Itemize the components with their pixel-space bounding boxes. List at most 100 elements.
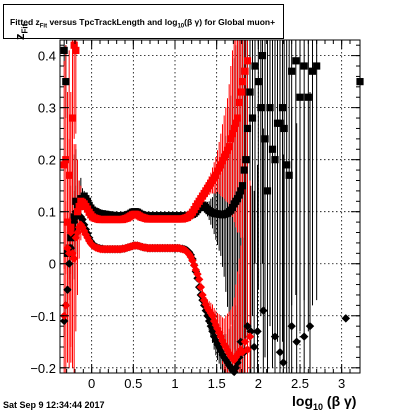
- y-axis-label: zFit: [12, 24, 30, 40]
- y-tick-label: 0.4: [38, 49, 56, 64]
- data-point-diamond: [249, 342, 259, 352]
- data-point-square: [285, 171, 293, 179]
- data-point-square: [235, 98, 243, 107]
- data-point-square: [73, 208, 82, 216]
- data-point-diamond: [208, 311, 217, 320]
- data-point-square: [276, 119, 284, 127]
- axis-ticks: [60, 40, 360, 373]
- data-point-square: [242, 156, 250, 164]
- data-point-diamond: [73, 228, 82, 237]
- x-label-tail: (β γ): [323, 393, 357, 409]
- data-point-square: [62, 78, 70, 86]
- data-point-diamond: [305, 321, 315, 331]
- data-point-diamond: [76, 212, 86, 222]
- data-point-diamond: [78, 215, 87, 224]
- data-point-square: [218, 157, 227, 165]
- chart-title: Fitted zFit versus TpcTrackLength and lo…: [10, 17, 275, 30]
- data-point-diamond: [208, 327, 217, 336]
- data-point-diamond: [279, 358, 288, 367]
- title-subscript-10: 10: [177, 23, 185, 30]
- data-point-square: [60, 161, 68, 169]
- data-point-square: [300, 62, 308, 70]
- data-point-square: [222, 150, 230, 159]
- data-point-diamond: [203, 303, 212, 313]
- data-point-square: [243, 57, 252, 65]
- plot-frame: [59, 39, 361, 374]
- data-point-square: [233, 195, 242, 203]
- y-tick-label: −0.2: [30, 361, 56, 376]
- data-point-square: [237, 88, 245, 96]
- title-box: Fitted zFit versus TpcTrackLength and lo…: [3, 4, 284, 39]
- title-prefix: Fitted z: [10, 17, 40, 27]
- data-point-square: [238, 182, 247, 190]
- x-tick-label: 0.5: [124, 376, 142, 391]
- title-suffix: (β γ) for Global muon+: [184, 17, 276, 27]
- data-point-square: [248, 114, 257, 122]
- data-point-diamond: [79, 226, 89, 236]
- data-point-diamond: [238, 347, 247, 357]
- data-point-diamond: [245, 332, 255, 341]
- y-label-main: z: [12, 33, 27, 41]
- data-point-square: [292, 57, 300, 65]
- data-point-square: [263, 187, 272, 195]
- x-label-main: log: [292, 393, 313, 409]
- data-point-diamond: [76, 220, 86, 229]
- data-point-square: [296, 93, 304, 101]
- data-point-diamond: [213, 324, 222, 333]
- data-point-diamond: [275, 347, 285, 357]
- data-point-diamond: [69, 254, 79, 263]
- data-point-square: [283, 161, 291, 169]
- data-point-diamond: [69, 217, 79, 227]
- tick-labels: 0 0.5 1 1.5 2 2.5 3 −0.2 −0.1 0 0.1 0.2 0.3 0.4: [30, 49, 345, 391]
- x-tick-label: 2: [255, 376, 262, 391]
- data-point-square: [288, 67, 296, 75]
- data-point-diamond: [78, 223, 87, 232]
- data-point-diamond: [64, 259, 74, 268]
- data-point-diamond: [63, 285, 72, 294]
- data-point-diamond: [61, 301, 71, 310]
- data-point-square: [240, 166, 248, 174]
- error-bars: [63, 40, 318, 373]
- data-point-square: [63, 218, 72, 226]
- data-point-square: [261, 135, 269, 143]
- data-point-square: [67, 223, 75, 231]
- data-point-square: [217, 161, 225, 169]
- data-point-square: [60, 46, 68, 55]
- data-point-diamond: [203, 311, 212, 320]
- data-point-diamond: [223, 358, 232, 367]
- data-point-diamond: [233, 350, 242, 359]
- data-point-square: [230, 124, 238, 133]
- data-point-diamond: [253, 327, 262, 336]
- data-point-square: [65, 171, 73, 179]
- data-point-diamond: [83, 233, 92, 242]
- data-point-square: [75, 202, 83, 211]
- data-point-square: [228, 130, 237, 138]
- data-point-diamond: [196, 282, 206, 292]
- data-point-square: [246, 88, 254, 96]
- data-point-diamond: [71, 233, 81, 242]
- data-point-square: [304, 93, 312, 101]
- data-point-diamond: [63, 243, 72, 253]
- data-point-diamond: [287, 321, 296, 331]
- data-point-diamond: [341, 314, 351, 323]
- data-point-square: [72, 46, 80, 55]
- data-point-diamond: [66, 228, 76, 237]
- data-point-square: [278, 104, 287, 112]
- data-point-square: [223, 146, 232, 154]
- x-label-sub: 10: [313, 401, 324, 412]
- data-point-square: [271, 156, 279, 164]
- x-tick-label: 0: [88, 376, 95, 391]
- data-point-square: [228, 203, 237, 212]
- y-label-sub: Fit: [20, 23, 30, 34]
- data-point-square: [257, 104, 265, 112]
- data-point-diamond: [198, 290, 207, 300]
- title-subscript-fit: Fit: [39, 23, 48, 30]
- data-point-diamond: [246, 327, 256, 336]
- data-point-square: [313, 62, 321, 70]
- data-point-square: [243, 124, 252, 133]
- x-axis-label: log10 (β γ): [292, 393, 356, 412]
- data-markers: [59, 41, 364, 377]
- data-point-square: [258, 52, 267, 60]
- data-point-square: [225, 143, 233, 151]
